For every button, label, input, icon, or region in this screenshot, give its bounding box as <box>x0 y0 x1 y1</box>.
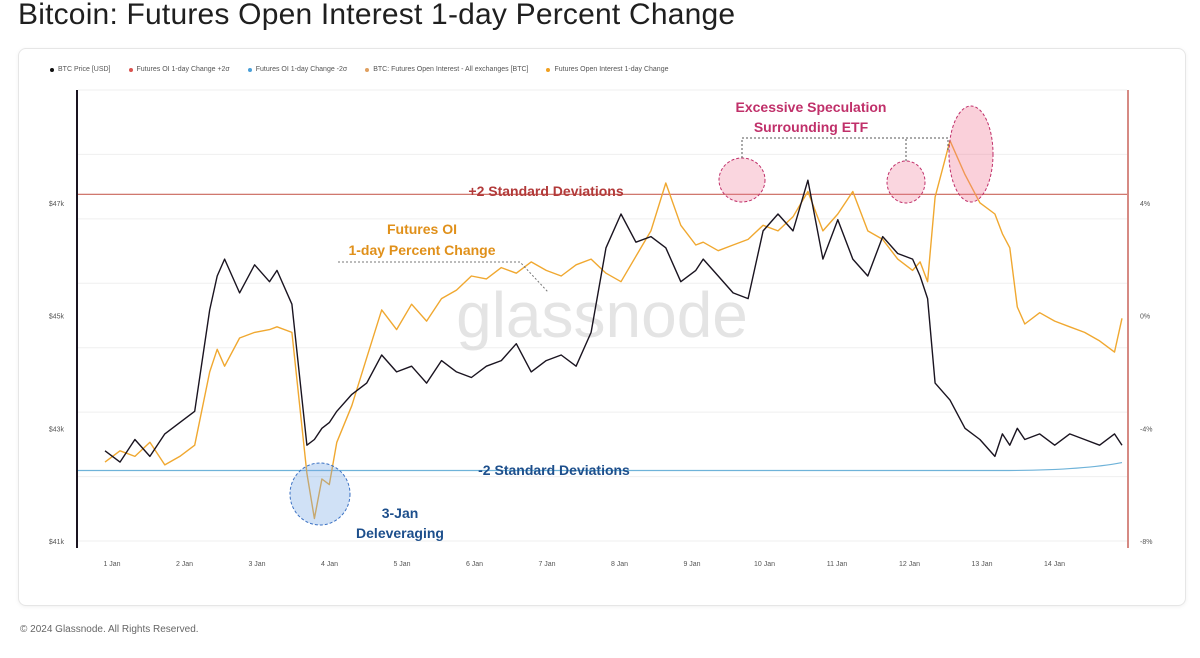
x-tick-label: 14 Jan <box>1044 561 1065 568</box>
chart-legend: BTC Price [USD] Futures OI 1-day Change … <box>50 66 668 73</box>
spec-connector <box>741 137 949 161</box>
legend-label-price: BTC Price [USD] <box>58 66 111 73</box>
x-tick-label: 9 Jan <box>683 561 700 568</box>
highlight-deleveraging <box>289 462 351 526</box>
oi-label-line2: 1-day Percent Change <box>348 242 495 258</box>
x-tick-label: 4 Jan <box>321 561 338 568</box>
watermark: glassnode <box>456 279 748 351</box>
chart-card <box>18 48 1186 606</box>
y-left-tick-label: $47k <box>49 201 65 208</box>
legend-dot-lower <box>247 67 252 72</box>
legend-item-lower[interactable]: Futures OI 1-day Change -2σ <box>247 66 348 73</box>
series-line-oi-change <box>104 139 1123 520</box>
y-right-tick-label: 4% <box>1140 201 1150 208</box>
x-tick-label: 8 Jan <box>611 561 628 568</box>
x-tick-label: 13 Jan <box>971 561 992 568</box>
legend-label-oi-change: Futures Open Interest 1-day Change <box>554 66 669 73</box>
x-tick-label: 2 Jan <box>176 561 193 568</box>
series-line-btc-price <box>104 179 1123 463</box>
y-left-tick-label: $43k <box>49 426 65 433</box>
y-right-tick-label: -8% <box>1140 539 1152 546</box>
x-tick-label: 1 Jan <box>103 561 120 568</box>
legend-item-price[interactable]: BTC Price [USD] <box>50 66 111 73</box>
oi-connector <box>338 261 549 293</box>
lower-band-line <box>78 461 1123 472</box>
legend-label-lower: Futures OI 1-day Change -2σ <box>255 66 348 73</box>
x-tick-label: 5 Jan <box>393 561 410 568</box>
legend-label-oi-all: BTC: Futures Open Interest - All exchang… <box>373 66 529 73</box>
delev-label-line1: 3-Jan <box>382 505 419 521</box>
y-left-tick-label: $45k <box>49 314 65 321</box>
y-right-tick-label: 0% <box>1140 314 1150 321</box>
y-right-tick-label: -4% <box>1140 426 1152 433</box>
x-tick-label: 12 Jan <box>899 561 920 568</box>
legend-item-upper[interactable]: Futures OI 1-day Change +2σ <box>128 66 230 73</box>
y-left-tick-label: $41k <box>49 539 65 546</box>
axis-ticks: $47k $45k $43k $41k 4% 0% -4% -8% 1 Jan 2 Jan 3 Ja… <box>49 201 1153 568</box>
chart-title: Bitcoin: Futures Open Interest 1-day Per… <box>18 0 736 31</box>
highlight-spec-1 <box>718 157 766 203</box>
lower-band-label: -2 Standard Deviations <box>478 462 630 478</box>
series-lines <box>104 139 1123 520</box>
copyright-footer: © 2024 Glassnode. All Rights Reserved. <box>20 624 199 635</box>
legend-item-oi-change[interactable]: Futures Open Interest 1-day Change <box>546 66 668 73</box>
legend-item-oi-all[interactable]: BTC: Futures Open Interest - All exchang… <box>365 66 528 73</box>
grid-lines <box>78 89 1127 542</box>
oi-label-line1: Futures OI <box>387 221 457 237</box>
x-tick-label: 7 Jan <box>538 561 555 568</box>
spec-label-line1: Excessive Speculation <box>736 99 887 115</box>
x-tick-label: 6 Jan <box>466 561 483 568</box>
legend-dot-price <box>50 67 54 72</box>
x-tick-label: 10 Jan <box>754 561 775 568</box>
highlight-spec-3 <box>948 105 994 203</box>
upper-band-label: +2 Standard Deviations <box>468 183 623 199</box>
highlight-spec-2 <box>886 160 926 204</box>
legend-dot-oi-all <box>365 67 370 72</box>
legend-dot-upper <box>128 67 133 72</box>
legend-label-upper: Futures OI 1-day Change +2σ <box>136 66 230 73</box>
delev-label-line2: Deleveraging <box>356 525 444 541</box>
spec-label-line2: Surrounding ETF <box>754 119 869 135</box>
std-bands <box>78 193 1127 472</box>
x-tick-label: 3 Jan <box>248 561 265 568</box>
legend-dot-oi-change <box>546 67 551 72</box>
x-tick-label: 11 Jan <box>827 561 848 568</box>
